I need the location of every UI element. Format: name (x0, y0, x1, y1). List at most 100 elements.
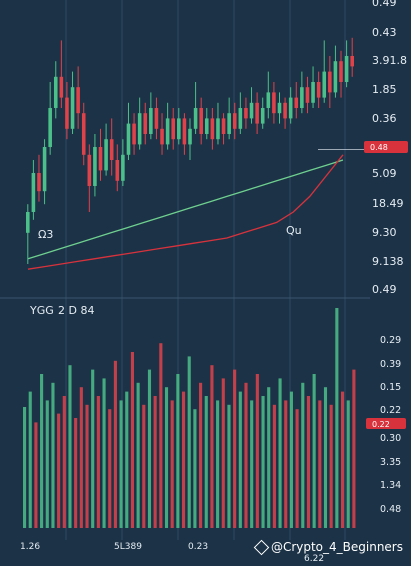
candle-body (76, 87, 80, 114)
time-axis-label: 6.22 (304, 554, 324, 564)
volume-axis-tick-label: 0.30 (380, 433, 401, 444)
candle-body (70, 87, 75, 129)
time-axis: 1.26 5L389 0.23 6.22 (20, 542, 324, 564)
candle-body (193, 108, 198, 129)
candle-body (48, 108, 52, 147)
volume-bar (62, 396, 66, 528)
candle-body (93, 147, 97, 186)
volume-axis-tick-label: 0.22 (380, 405, 401, 416)
volume-bar (312, 374, 316, 528)
volume-bar (153, 396, 157, 528)
volume-bar (278, 378, 282, 528)
volume-bar (68, 365, 72, 528)
candle-body (300, 87, 304, 108)
price-axis-tick-label: 0.36 (372, 112, 397, 125)
binance-diamond-icon (253, 539, 270, 555)
volume-bar (346, 400, 350, 528)
volume-bar (57, 413, 61, 528)
grid (65, 0, 346, 540)
candle-body (221, 118, 226, 134)
volume-bar (227, 404, 231, 528)
volume-bar (45, 400, 49, 528)
candle-body (149, 108, 153, 134)
volume-bar (267, 387, 271, 528)
volume-axis-tick-label: 0.29 (380, 335, 401, 346)
candle-body (132, 123, 136, 145)
price-tag-label: 0.48 (370, 143, 388, 152)
annotation-label: Qu (286, 224, 302, 237)
volume-axis-tick-label: 0.48 (380, 504, 401, 515)
time-axis-label: 1.26 (20, 542, 40, 552)
volume-bar (40, 374, 44, 528)
volume-bar (306, 396, 311, 528)
volume-bar (335, 308, 339, 528)
price-axis-tick-label: 18.49 (372, 197, 404, 210)
volume-bar (323, 387, 328, 528)
candle-body (350, 56, 354, 67)
price-axis-tick-label: 0.43 (372, 26, 397, 39)
candle-body (87, 154, 92, 186)
volume-bar (136, 382, 140, 528)
candle-body (160, 128, 164, 145)
volume-bar (301, 382, 305, 528)
volume-bar (181, 391, 186, 528)
candle-body (277, 102, 282, 114)
volume-bar (96, 396, 100, 528)
candle-body (328, 71, 332, 93)
candle-body (238, 108, 243, 129)
candle-body (188, 128, 192, 145)
candle-body (344, 56, 349, 82)
candle-body (266, 92, 271, 108)
candle-body (322, 71, 327, 98)
volume-bar (199, 382, 203, 528)
candle-body (171, 118, 176, 140)
volume-bar (204, 396, 208, 528)
candle-body (31, 173, 36, 212)
candle-body (98, 147, 103, 171)
watermark: @Crypto_4_Beginners (253, 539, 403, 555)
volume-bar (159, 343, 163, 528)
volume-bar (142, 404, 146, 528)
volume-axis-tick-label: 3.35 (380, 457, 401, 468)
candle-body (104, 139, 108, 171)
moving-average-green (27, 159, 344, 260)
volume-axis: 0.29 0.39 0.15 0.22 0.30 3.35 1.34 0.48 0.22 (366, 335, 406, 515)
volume-axis-tick-label: 0.15 (380, 382, 401, 393)
candle-body (59, 76, 64, 98)
volume-bar (233, 369, 237, 528)
candle-body (333, 61, 338, 93)
pair-value: 2 D 84 (58, 304, 94, 317)
candle-body (249, 102, 254, 119)
volume-bar (318, 400, 322, 528)
candle-body (177, 118, 181, 140)
candle-body (182, 118, 187, 145)
volume-bar (210, 365, 214, 528)
volume-bar (91, 369, 95, 528)
candle-body (115, 160, 120, 181)
time-axis-label: 0.23 (188, 542, 208, 552)
volume-bar (187, 356, 191, 528)
candle-body (199, 108, 203, 134)
volume-bar (79, 387, 83, 528)
candle-body (311, 82, 315, 103)
volume-tag-label: 0.22 (372, 420, 390, 429)
candle-body (294, 97, 299, 108)
annotation-label: Ω3 (38, 228, 53, 241)
volume-bar (164, 387, 169, 528)
candles (26, 37, 354, 264)
volume-bar (108, 409, 112, 528)
candle-body (53, 76, 58, 108)
candle-body (42, 147, 47, 192)
volume-bar (340, 391, 345, 528)
volume-bar (289, 391, 293, 528)
volume-bar (244, 382, 248, 528)
moving-averages (27, 149, 368, 270)
candle-body (272, 92, 276, 114)
candle-body (210, 118, 215, 140)
volume-bar (102, 378, 106, 528)
candle-body (305, 87, 310, 103)
volume-bar (176, 374, 180, 528)
volume-bar (119, 400, 123, 528)
pair-label: YGG (29, 304, 54, 317)
